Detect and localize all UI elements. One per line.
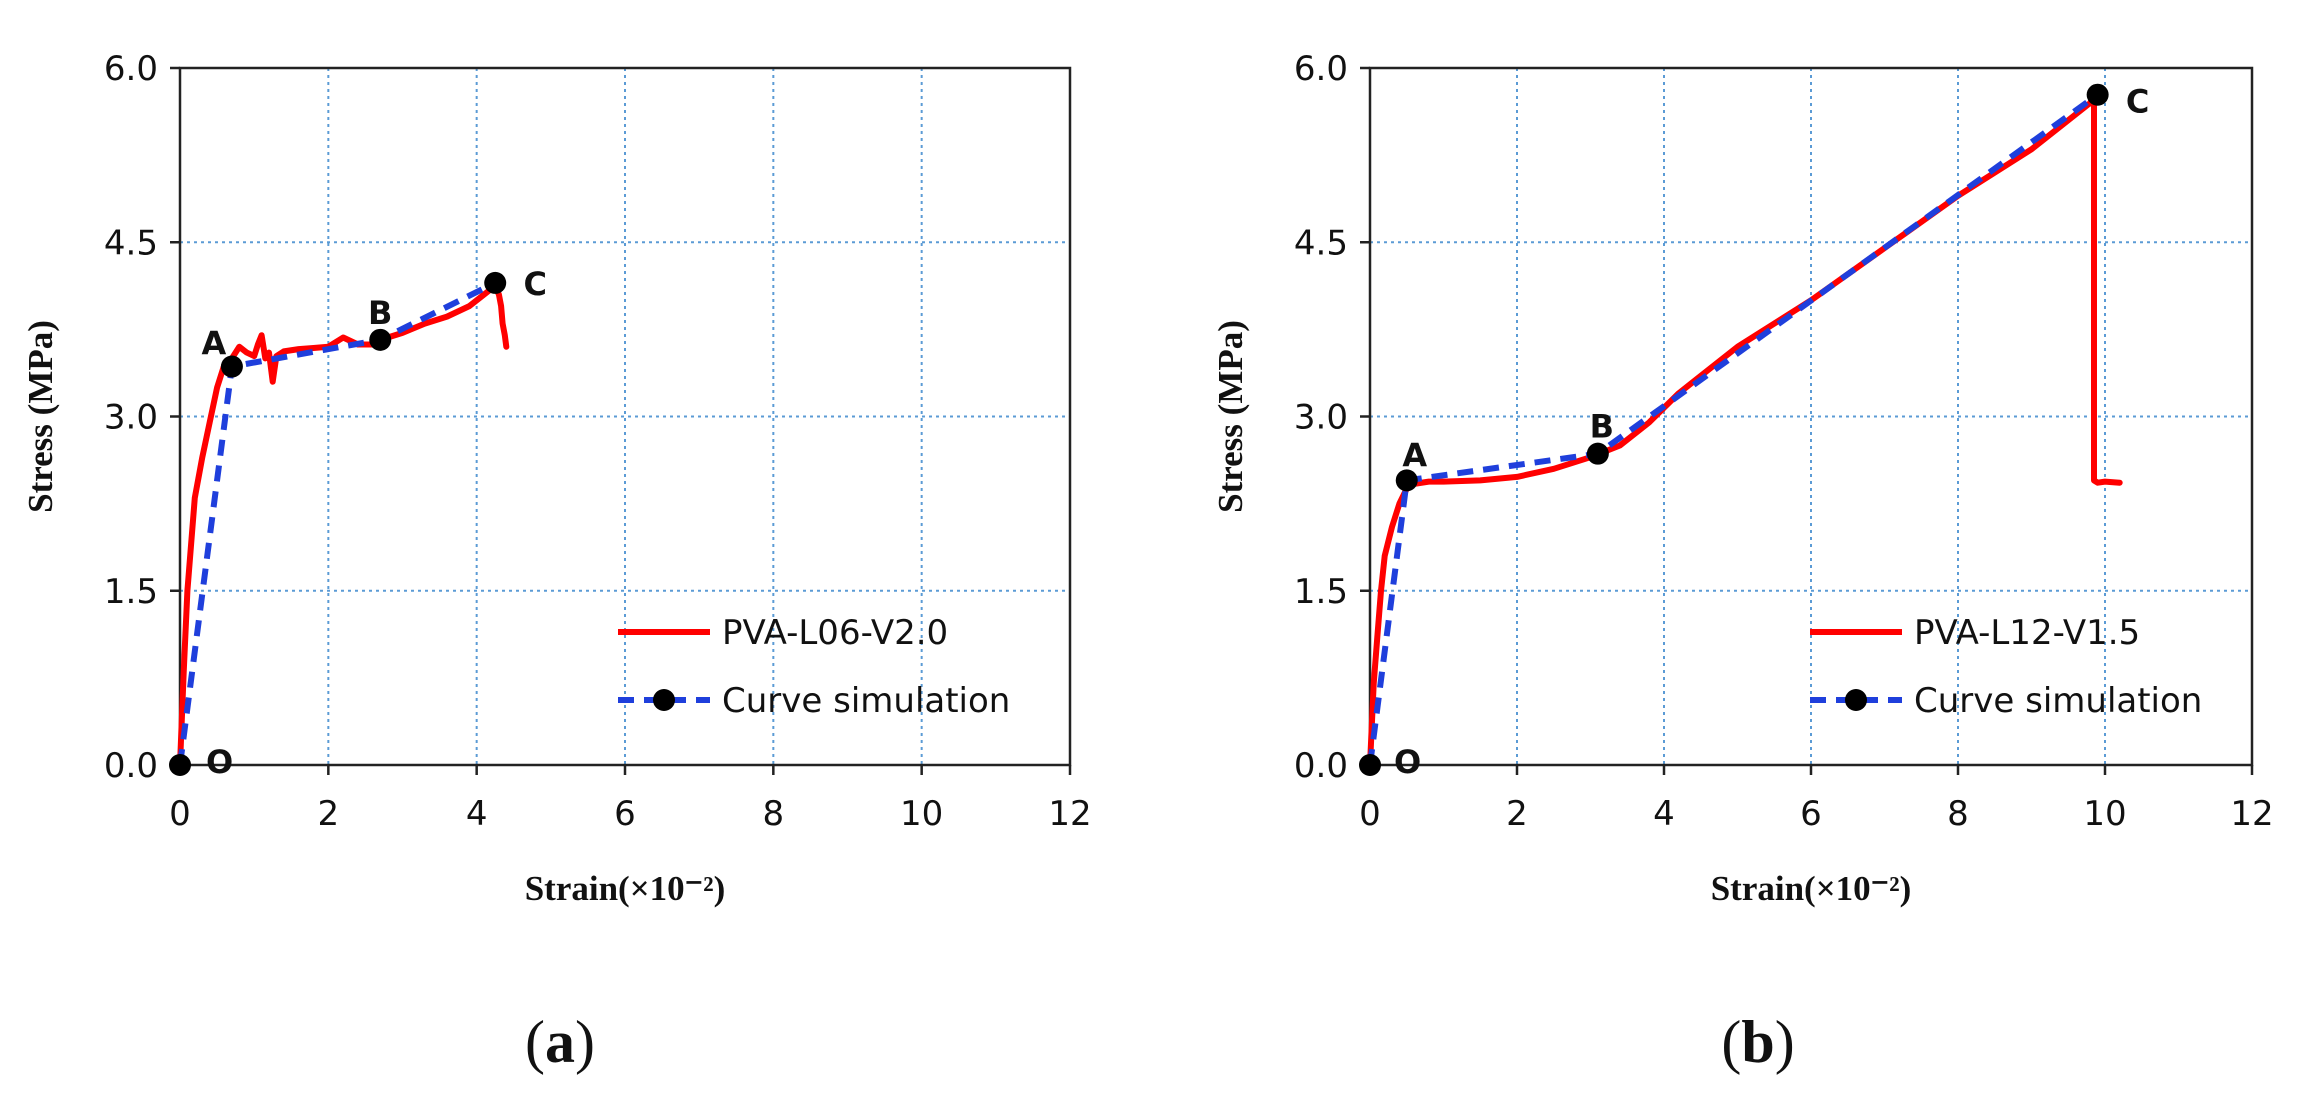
point-marker-b: [1586, 442, 1609, 465]
x-tick-label: 2: [1506, 794, 1528, 834]
x-tick-label: 12: [2230, 794, 2273, 834]
experimental-curve: [1367, 91, 2123, 768]
y-tick-label: 0.0: [104, 746, 158, 786]
chart-panel-b: 0 2 4 6 8 10 12 0.0 1.5 3.0 4.5 6.0 Strain(×10⁻²) Str…: [1211, 49, 2274, 1075]
legend-marker-simulation: [653, 689, 675, 711]
legend-label-experimental: PVA-L06-V2.0: [722, 613, 948, 653]
x-tick-label: 8: [763, 794, 785, 834]
panel-caption-letter: a: [545, 1009, 575, 1075]
y-tick-label: 6.0: [1294, 49, 1348, 89]
panel-caption-letter: b: [1741, 1009, 1774, 1075]
point-label-c: C: [523, 265, 546, 303]
legend-label-simulation: Curve simulation: [1914, 681, 2202, 721]
x-tick-label: 4: [466, 794, 488, 834]
y-tick-label: 0.0: [1294, 746, 1348, 786]
panel-caption: (a): [525, 1009, 595, 1075]
point-marker-o: [169, 754, 191, 776]
y-tick-label: 3.0: [1294, 398, 1348, 438]
legend-label-simulation: Curve simulation: [722, 681, 1010, 721]
point-marker-c: [2086, 83, 2109, 106]
x-tick-label: 10: [2083, 794, 2126, 834]
y-tick-label: 4.5: [1294, 223, 1348, 263]
point-label-a: A: [1402, 436, 1427, 474]
y-axis-title: Stress (MPa): [1211, 320, 1250, 513]
simulation-curve: [177, 280, 497, 766]
y-tick-label: 4.5: [104, 223, 158, 263]
y-tick-label: 1.5: [104, 572, 158, 612]
legend: PVA-L12-V1.5 Curve simulation: [1810, 613, 2202, 721]
point-label-a: A: [202, 325, 227, 363]
simulation-curve: [1367, 92, 2100, 766]
x-tick-label: 6: [1800, 794, 1822, 834]
x-tick-label: 6: [614, 794, 636, 834]
y-tick-label: 1.5: [1294, 572, 1348, 612]
point-marker-c: [484, 271, 507, 294]
x-tick-label: 8: [1947, 794, 1969, 834]
point-marker-a: [220, 355, 243, 378]
point-label-b: B: [1590, 408, 1614, 446]
point-label-b: B: [368, 294, 392, 332]
point-marker-b: [369, 328, 392, 351]
point-marker-a: [1395, 469, 1418, 492]
y-tick-label: 6.0: [104, 49, 158, 89]
x-tick-label: 0: [1359, 794, 1381, 834]
x-tick-label: 4: [1653, 794, 1675, 834]
chart-panel-a: 0 2 4 6 8 10 12 0.0 1.5 3.0 4.5 6.0 Strain(×10⁻²) Str…: [21, 49, 1092, 1075]
y-tick-label: 3.0: [104, 398, 158, 438]
point-label-o: O: [206, 743, 233, 781]
x-tick-label: 0: [169, 794, 191, 834]
point-label-o: O: [1394, 743, 1421, 781]
legend: PVA-L06-V2.0 Curve simulation: [618, 613, 1010, 721]
point-label-c: C: [2126, 83, 2149, 121]
legend-label-experimental: PVA-L12-V1.5: [1914, 613, 2140, 653]
x-axis-title: Strain(×10⁻²): [1711, 869, 1912, 908]
panel-caption: (b): [1721, 1009, 1794, 1075]
point-marker-o: [1359, 754, 1381, 776]
legend-marker-simulation: [1845, 689, 1867, 711]
x-tick-label: 2: [318, 794, 340, 834]
x-tick-label: 12: [1048, 794, 1091, 834]
x-tick-label: 10: [900, 794, 943, 834]
x-axis-title: Strain(×10⁻²): [525, 869, 726, 908]
y-axis-title: Stress (MPa): [21, 320, 60, 513]
